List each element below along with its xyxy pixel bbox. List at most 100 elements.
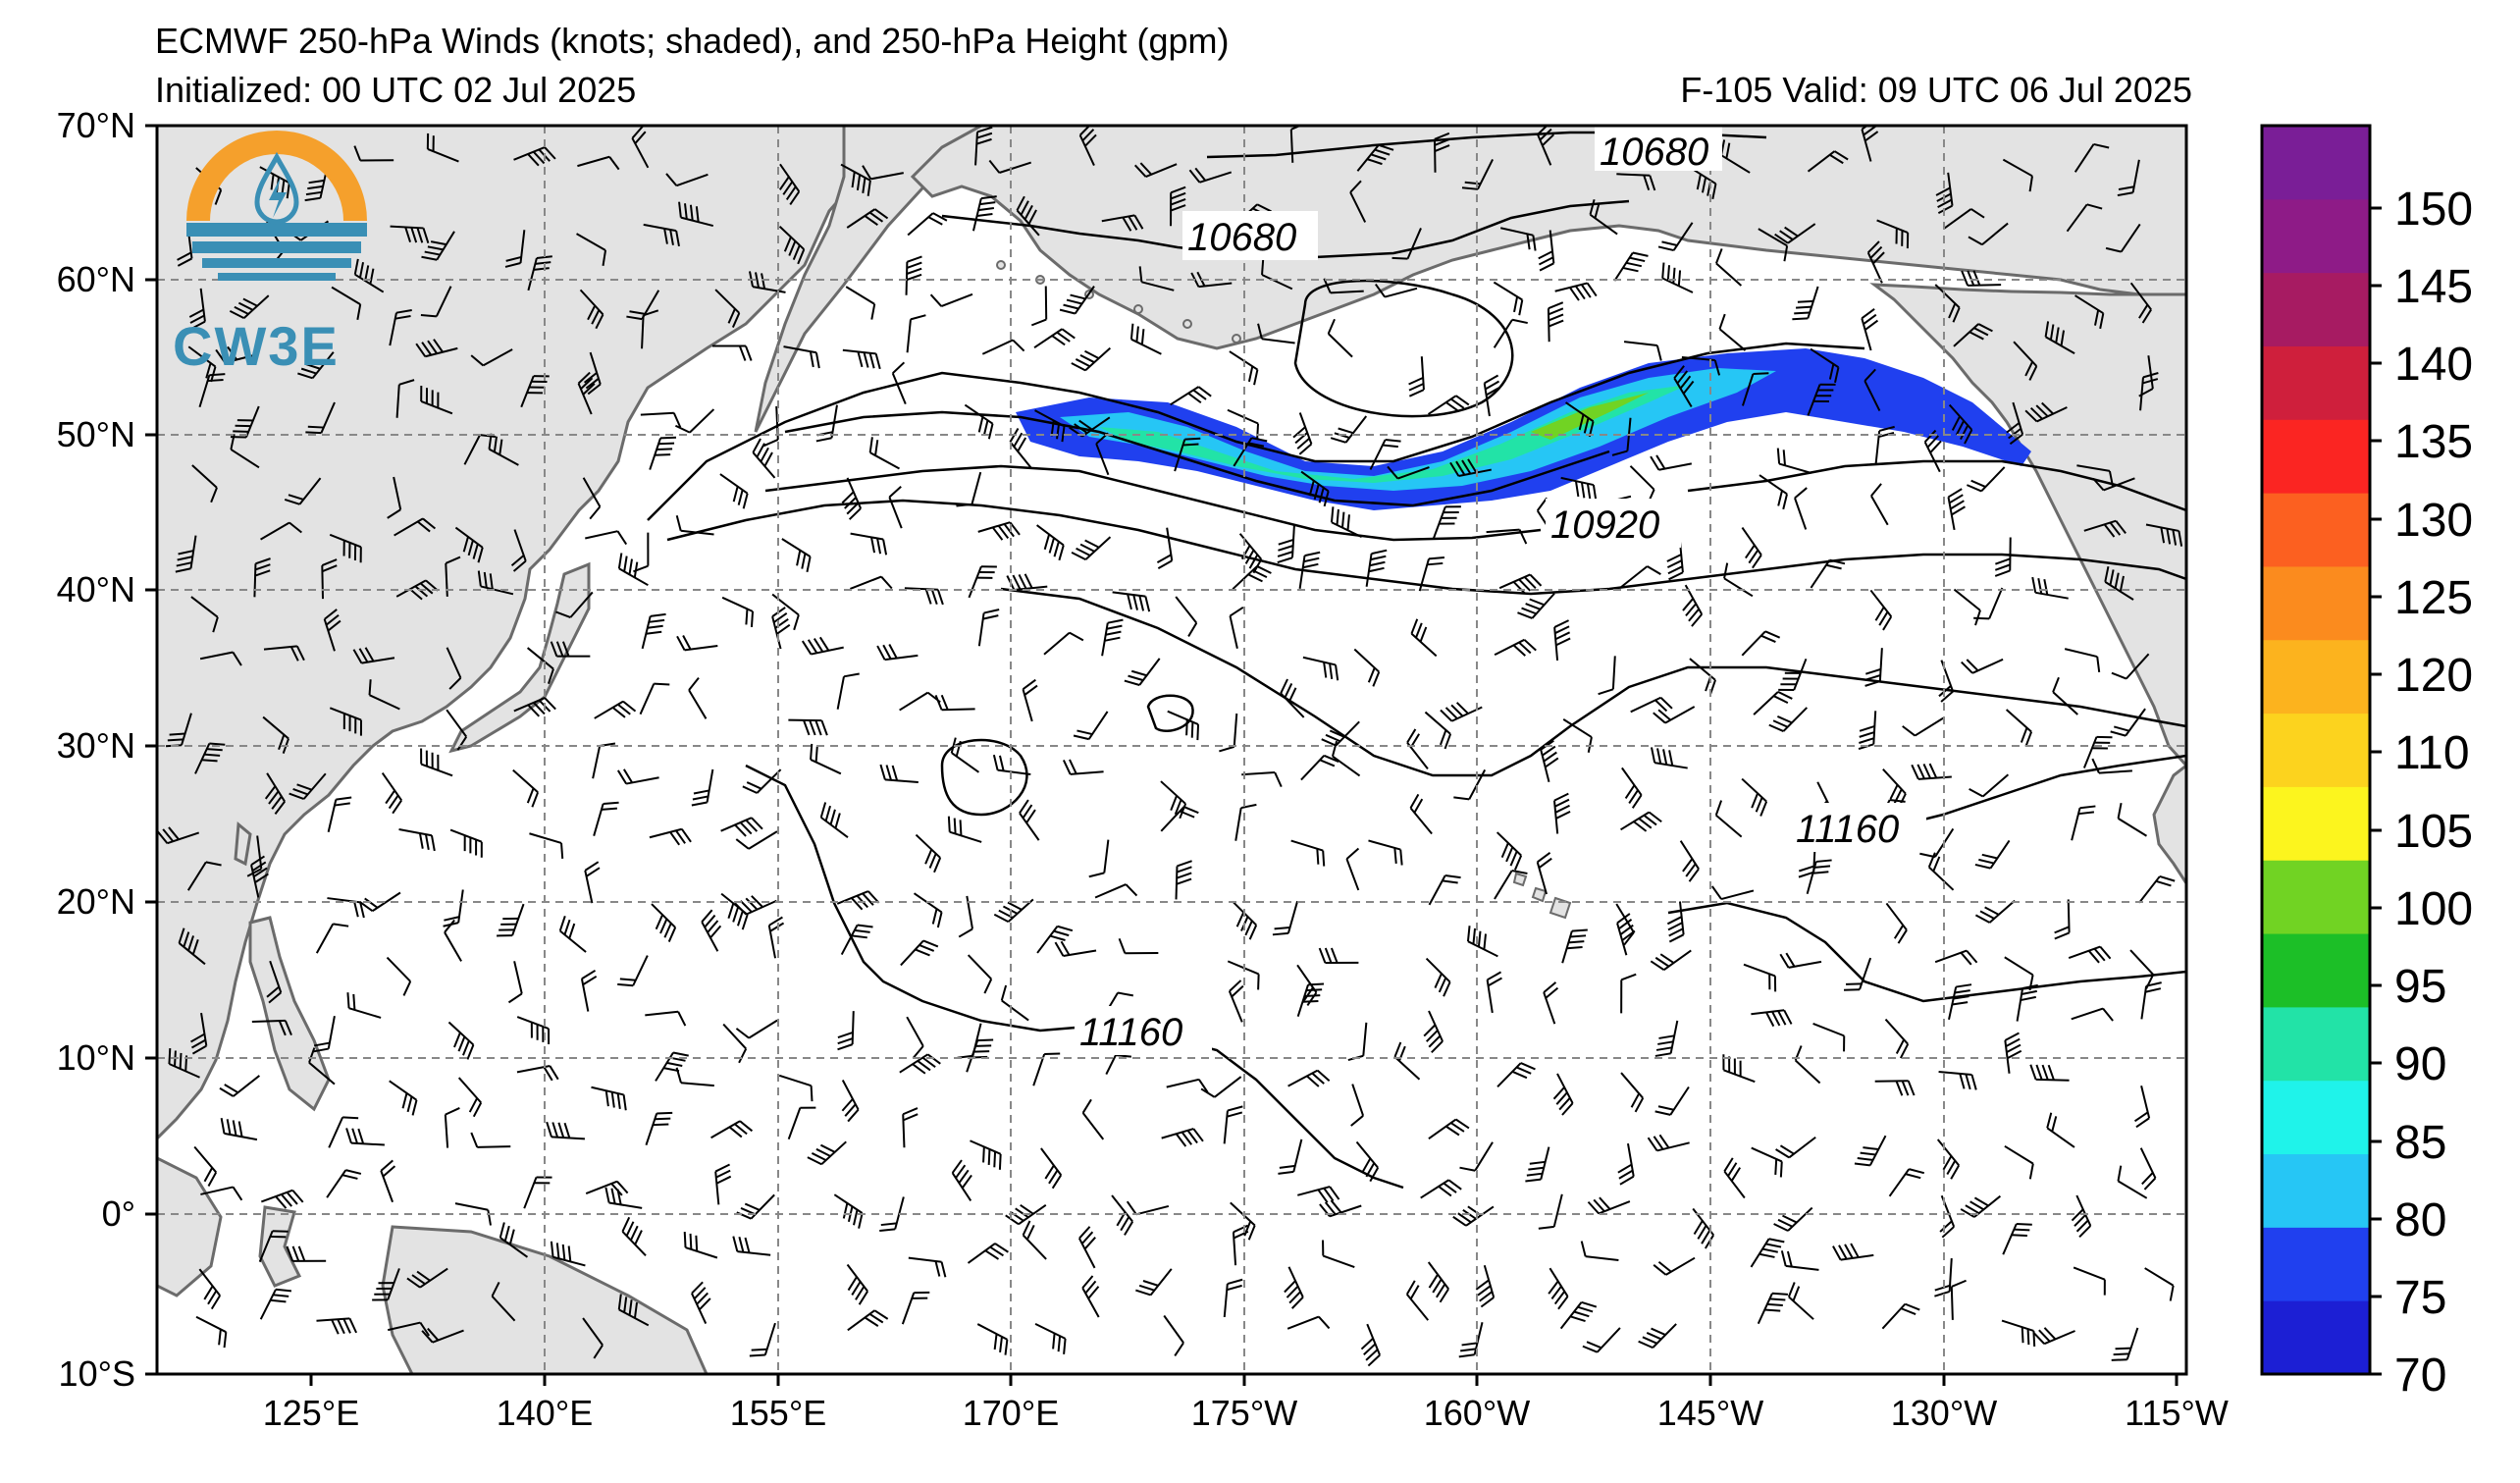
wind-barb <box>2117 159 2140 197</box>
wind-speed-90-100 <box>1099 385 1688 483</box>
wind-barb <box>1298 551 1321 589</box>
wind-barb <box>1538 230 1555 272</box>
wind-barb <box>1241 771 1283 788</box>
wind-barb <box>1967 466 2006 493</box>
wind-barb <box>1650 454 1693 471</box>
lon-label-170e: 170°E <box>963 1393 1059 1433</box>
wind-barb <box>752 438 776 479</box>
colorbar-label-140: 140 <box>2394 339 2473 391</box>
colorbar-swatch <box>2262 713 2370 787</box>
wind-barb <box>546 1121 586 1140</box>
wind-barb <box>710 1120 754 1139</box>
wind-barb <box>1553 619 1571 662</box>
wind-barb <box>1498 573 1543 594</box>
wind-barb <box>1554 282 1598 301</box>
wind-barb <box>1043 631 1084 656</box>
wind-barb <box>390 225 430 243</box>
wind-barb <box>1126 1200 1170 1216</box>
wind-barb <box>1022 1220 1047 1260</box>
wind-barb <box>688 676 708 719</box>
wind-barb <box>735 830 778 850</box>
wind-barb <box>934 694 975 712</box>
wind-barb <box>833 1193 864 1229</box>
lat-label-10s: 10°S <box>59 1353 135 1394</box>
wind-barb <box>787 1106 816 1140</box>
wind-barb <box>1425 957 1451 997</box>
wind-barb <box>2052 676 2078 715</box>
wind-barb <box>1934 284 1961 323</box>
wind-barb <box>1630 696 1673 714</box>
wind-barb <box>1973 587 2004 620</box>
wind-barb <box>929 292 973 308</box>
wind-barb <box>1223 1278 1243 1318</box>
wind-barb <box>645 1010 687 1027</box>
colorbar-label-135: 135 <box>2394 416 2473 468</box>
wind-barb <box>841 477 863 520</box>
wind-barb <box>389 309 412 346</box>
wind-barb <box>1753 690 1793 715</box>
wind-barb <box>512 768 540 808</box>
contour-upper-1 <box>647 342 1865 521</box>
wind-barb <box>1943 208 1985 230</box>
wind-barb <box>191 464 218 503</box>
wind-barb <box>312 1015 336 1053</box>
wind-barb <box>1969 773 2010 798</box>
wind-barb <box>1854 1135 1887 1167</box>
wind-barb <box>643 223 680 247</box>
wind-barb <box>1638 1323 1677 1350</box>
wind-barb <box>788 718 828 736</box>
colorbar-label-105: 105 <box>2394 806 2473 858</box>
wind-barb <box>850 532 888 556</box>
wind-barb <box>988 159 1032 174</box>
wind-barb <box>1936 1139 1961 1180</box>
colorbar-label-130: 130 <box>2394 495 2473 547</box>
wind-barb <box>328 1116 359 1148</box>
wind-barb <box>190 596 219 633</box>
wind-barb <box>1233 437 1268 467</box>
logo-arc <box>186 131 367 221</box>
wind-barb <box>649 827 692 846</box>
wind-barb <box>1661 262 1694 293</box>
wind-barb <box>714 1163 732 1205</box>
valid-time: F-105 Valid: 09 UTC 06 Jul 2025 <box>1680 70 2192 110</box>
wind-barb <box>1427 1261 1449 1303</box>
wind-barb <box>900 939 939 967</box>
wind-barb <box>195 1315 228 1349</box>
colorbar-label-120: 120 <box>2394 650 2473 702</box>
wind-barb <box>2129 282 2152 324</box>
wind-barb <box>230 434 260 469</box>
mexico-coast <box>2152 764 2186 886</box>
wind-barb <box>908 1256 947 1278</box>
wind-barb <box>1723 1157 1746 1199</box>
wind-barb <box>1653 706 1696 724</box>
wind-barb <box>395 379 415 418</box>
wind-barb <box>1874 425 1895 464</box>
wind-barb <box>1876 219 1910 249</box>
map-title: ECMWF 250-hPa Winds (knots; shaded), and… <box>155 21 1230 61</box>
wind-barb <box>1375 283 1418 298</box>
contour-11160-west <box>745 764 1404 1190</box>
wind-barb <box>1774 223 1816 244</box>
wind-barb <box>345 1128 385 1146</box>
wind-barb <box>1420 1179 1462 1199</box>
wind-barb <box>398 828 436 852</box>
wind-barb <box>526 647 554 685</box>
wind-barb <box>1034 409 1066 443</box>
wind-barb <box>749 271 786 293</box>
wind-barb <box>1016 195 1040 237</box>
wind-barb <box>1410 618 1438 658</box>
wind-barb <box>507 961 523 1004</box>
wind-barb <box>968 565 997 599</box>
wind-barb <box>1499 227 1537 251</box>
wind-barb <box>1844 957 1872 991</box>
wind-barb <box>2091 758 2132 774</box>
wind-barb <box>1776 448 1812 474</box>
wind-barb <box>387 476 402 519</box>
wind-barb <box>1617 1142 1635 1186</box>
wind-barb <box>463 434 497 465</box>
lat-label-10n: 10°N <box>57 1037 135 1078</box>
wind-barb <box>550 641 591 658</box>
wind-barb <box>956 471 982 507</box>
wind-barb <box>315 923 349 954</box>
wind-barb <box>992 754 1031 776</box>
